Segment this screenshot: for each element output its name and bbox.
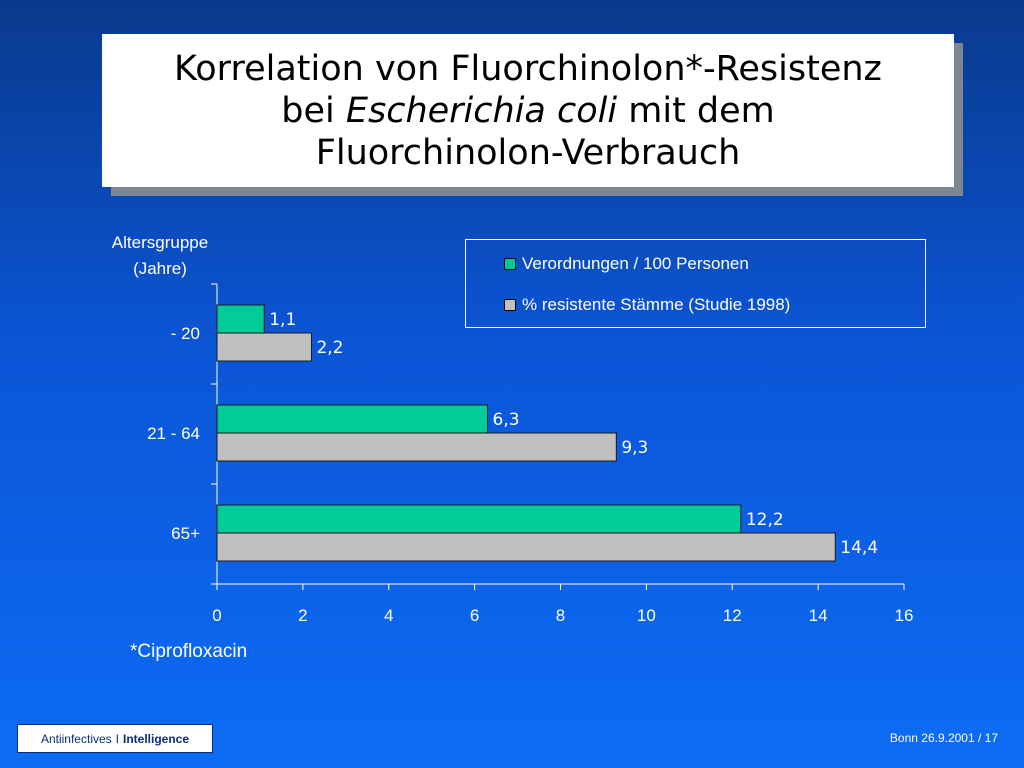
bar (216, 332, 312, 362)
chart-legend: Verordnungen / 100 Personen % resistente… (465, 239, 926, 328)
category-label: - 20 (171, 324, 200, 343)
bar (216, 404, 489, 434)
legend-item-resistant: % resistente Stämme (Studie 1998) (504, 295, 790, 315)
footnote: *Ciprofloxacin (130, 641, 248, 662)
slide-title: Korrelation von Fluorchinolon*-Resistenz… (102, 34, 954, 187)
brand-left: Antiinfectives (40, 731, 112, 746)
data-label: 14,4 (840, 538, 878, 558)
category-label: 21 - 64 (147, 424, 200, 443)
bar (216, 504, 742, 534)
title-line-1: Korrelation von Fluorchinolon*-Resistenz (174, 48, 882, 89)
legend-swatch-resistant (504, 299, 516, 311)
brand-logo: Antiinfectives I Intelligence (17, 724, 213, 753)
x-tick-label: 8 (556, 606, 565, 625)
title-line-3: Fluorchinolon-Verbrauch (315, 132, 741, 173)
x-tick-label: 4 (384, 606, 393, 625)
legend-swatch-prescriptions (504, 258, 516, 270)
title-line-2-pre: bei (281, 90, 335, 131)
y-axis-title: Altersgruppe (Jahre) (95, 230, 225, 282)
x-tick-label: 0 (212, 606, 221, 625)
title-line-2: bei Escherichia coli mit dem (281, 90, 775, 132)
x-tick-label: 12 (723, 606, 742, 625)
legend-label-resistant: % resistente Stämme (Studie 1998) (522, 295, 791, 314)
legend-item-prescriptions: Verordnungen / 100 Personen (504, 254, 749, 274)
x-tick-label: 16 (895, 606, 914, 625)
x-tick-label: 14 (809, 606, 828, 625)
bar (216, 304, 265, 334)
title-species: Escherichia coli (345, 90, 618, 131)
brand-separator: I (115, 731, 119, 746)
data-label: 1,1 (269, 310, 296, 330)
slide-footer: Bonn 26.9.2001 / 17 (889, 731, 998, 745)
title-line-2-post: mit dem (628, 90, 775, 131)
x-tick-label: 10 (637, 606, 656, 625)
brand-right: Intelligence (123, 731, 190, 746)
x-tick-label: 2 (298, 606, 307, 625)
legend-label-prescriptions: Verordnungen / 100 Personen (522, 254, 749, 273)
data-label: 6,3 (493, 410, 520, 430)
y-axis-title-line-1: Altersgruppe (111, 233, 209, 252)
category-label: 65+ (171, 524, 200, 543)
data-label: 9,3 (621, 438, 648, 458)
data-label: 12,2 (746, 510, 784, 530)
bar (216, 532, 836, 562)
data-label: 2,2 (316, 338, 343, 358)
bar (216, 432, 617, 462)
y-axis-title-line-2: (Jahre) (133, 259, 187, 278)
x-tick-label: 6 (470, 606, 479, 625)
